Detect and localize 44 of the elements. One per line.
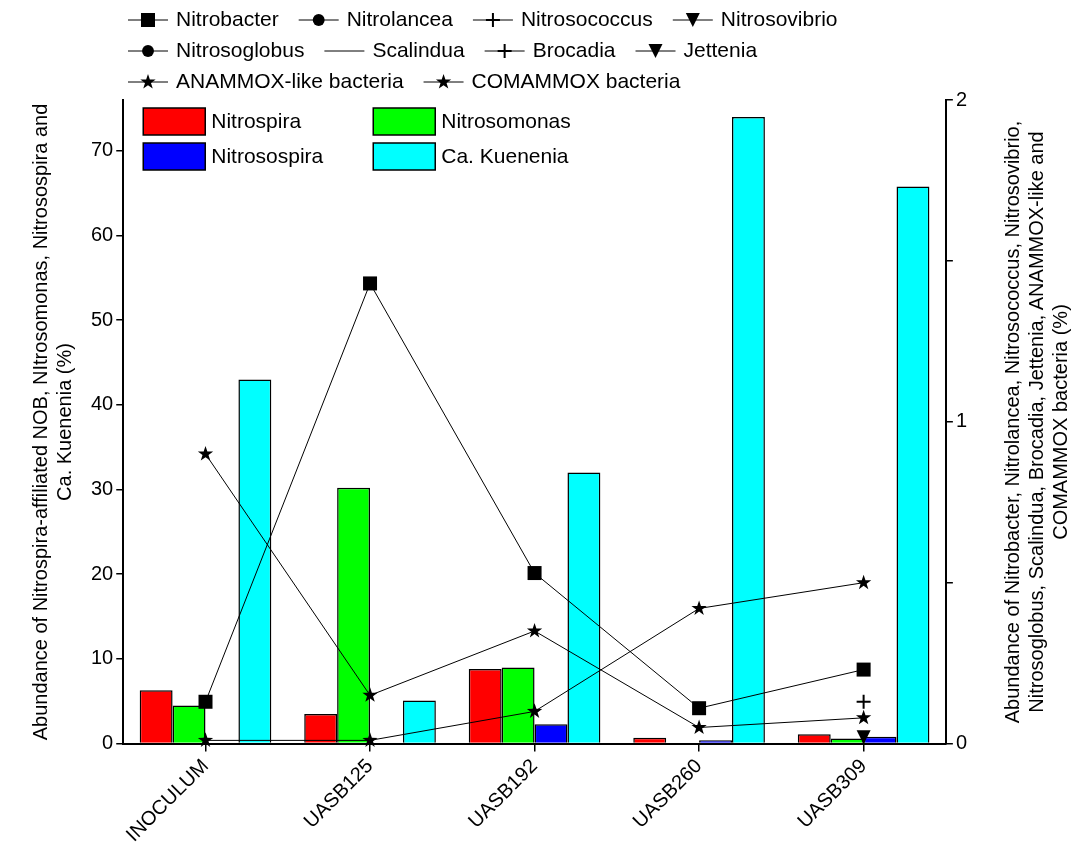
legend-label: COMAMMOX bacteria — [471, 68, 681, 92]
legend-label: Ca. Kuenenia — [441, 143, 569, 167]
legend-label: Brocadia — [532, 37, 616, 61]
legend-label: Nitrosospira — [211, 143, 324, 167]
legend-label: Nitrospira — [211, 108, 302, 132]
legend-label: Nitrobacter — [176, 6, 279, 30]
y-axis-title: Abundance of Nitrospira-affiliated NOB, NItrosomonas, Nitrosospira and Ca. Kuenenia (%) — [28, 102, 76, 743]
legend-label: Nitrolancea — [346, 6, 454, 30]
y-tick-label: 40 — [91, 392, 114, 415]
point — [363, 276, 378, 291]
y2-axis-title: Abundance of Nitrobacter, Nitrolancea, Nitrosococcus, Nitrosovibrio, Nitrosoglobus, Scalindua, Brocadia, Jettenia, ANAMMOX-like and COMAMMOX bacteria (%) — [1000, 119, 1072, 726]
point — [362, 687, 378, 702]
y-tick-label: 20 — [91, 561, 114, 584]
y-tick-label: 70 — [91, 138, 114, 161]
legend-label: Jettenia — [683, 37, 758, 61]
point — [527, 566, 542, 581]
point — [198, 694, 213, 709]
point — [362, 732, 378, 747]
point — [692, 701, 707, 716]
legend-label: Nitrosomonas — [441, 108, 571, 132]
y-tick-label: 30 — [91, 477, 114, 500]
point — [526, 703, 543, 718]
point — [855, 709, 872, 725]
point — [197, 445, 214, 461]
legend-label: Scalindua — [372, 37, 465, 61]
point — [856, 662, 871, 677]
legend-label: Nitrosococcus — [520, 6, 653, 30]
y-tick-label: 60 — [91, 223, 114, 246]
y-tick-label: 0 — [102, 731, 114, 754]
y-tick-label: 50 — [91, 307, 114, 330]
point — [855, 574, 872, 590]
y2-tick-label: 2 — [955, 87, 967, 110]
point — [855, 693, 872, 710]
y-tick-label: 10 — [91, 646, 114, 669]
legend-label: ANAMMOX-like bacteria — [176, 68, 404, 92]
y2-tick-label: 1 — [955, 409, 967, 432]
point — [691, 600, 707, 615]
point — [856, 730, 871, 745]
y2-tick-label: 0 — [955, 731, 967, 754]
legend-label: Nitrosoglobus — [176, 37, 305, 61]
point — [691, 719, 707, 735]
legend-label: Nitrosovibrio — [720, 6, 838, 30]
point — [526, 622, 543, 638]
point — [197, 732, 214, 747]
